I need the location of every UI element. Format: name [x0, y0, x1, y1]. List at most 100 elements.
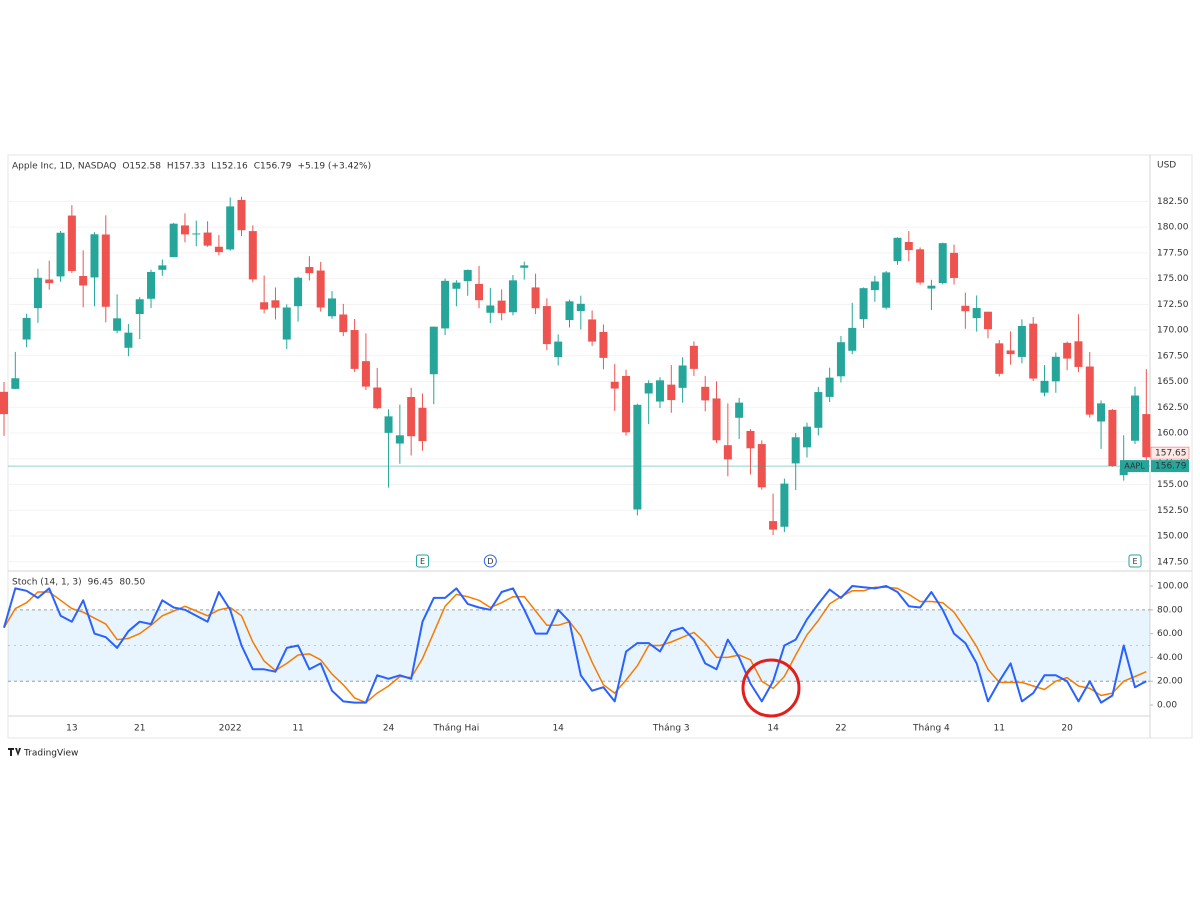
legend-text: H157.33 [167, 162, 205, 172]
x-tick-label: 21 [134, 724, 145, 734]
candle-body [237, 200, 246, 231]
y-tick-label: 20.00 [1157, 677, 1183, 687]
candle-body [361, 361, 370, 387]
candle-body [67, 215, 76, 271]
y-tick-label: 182.50 [1157, 197, 1189, 207]
candle-body [497, 300, 506, 313]
candle-body [1029, 323, 1038, 379]
candle-body [972, 308, 981, 319]
last-price-label: 156.79 [1155, 462, 1187, 472]
symbol-tag [1120, 460, 1149, 473]
candle-body [927, 285, 936, 289]
y-tick-label: 152.50 [1157, 506, 1189, 516]
candle-body [475, 283, 484, 301]
candle-body [565, 301, 574, 321]
candle-body [260, 302, 269, 310]
y-tick-label: 170.00 [1157, 326, 1189, 336]
candle-body [1108, 409, 1117, 466]
candle-body [373, 387, 382, 409]
candle-body [1074, 341, 1083, 367]
event-label: E [1132, 557, 1137, 566]
event-label: D [487, 557, 493, 566]
candle-body [870, 281, 879, 291]
x-tick-label: 20 [1061, 724, 1073, 734]
candle-body [441, 280, 450, 329]
candle-body [667, 384, 676, 401]
candle-body [825, 377, 834, 397]
candle-body [101, 234, 110, 307]
candle-body [1085, 366, 1094, 415]
candle-body [576, 303, 585, 312]
x-tick-label: Tháng 3 [652, 724, 690, 734]
candle-body [803, 426, 812, 448]
candle-body [1006, 350, 1015, 355]
x-tick-label: 13 [66, 724, 77, 734]
legend-text: C156.79 [254, 162, 292, 172]
candle-body [1040, 380, 1049, 393]
last-price-tag [1151, 460, 1189, 473]
x-tick-label: 11 [994, 724, 1005, 734]
y-tick-label: 40.00 [1157, 653, 1183, 663]
legend-text: Apple Inc, 1D, NASDAQ [12, 162, 116, 172]
candle-body [316, 270, 325, 308]
x-tick-label: 24 [383, 724, 395, 734]
x-tick-label: 22 [835, 724, 846, 734]
y-tick-label: 160.00 [1157, 429, 1189, 439]
candle-body [452, 282, 461, 289]
legend-text: 96.45 [88, 578, 114, 588]
y-tick-label: 150.00 [1157, 532, 1189, 542]
candle-body [395, 435, 404, 444]
candle-body [305, 267, 314, 274]
x-tick-label: 14 [552, 724, 564, 734]
candle-body [542, 306, 551, 345]
candle-body [1017, 325, 1026, 357]
y-tick-label: 80.00 [1157, 605, 1183, 615]
candle-body [282, 307, 291, 340]
candle-body [701, 386, 710, 401]
candle-body [294, 277, 303, 307]
y-tick-label: 100.00 [1157, 582, 1189, 592]
currency-label: USD [1157, 161, 1176, 171]
candle-body [135, 299, 144, 314]
candle-body [848, 327, 857, 351]
candle-body [56, 232, 65, 277]
candle-body [712, 398, 721, 441]
y-tick-label: 165.00 [1157, 377, 1189, 387]
y-tick-label: 147.50 [1157, 557, 1189, 567]
x-tick-label: 11 [292, 724, 303, 734]
candle-body [486, 305, 495, 313]
legend-text: L152.16 [211, 162, 248, 172]
candle-body [678, 365, 687, 388]
candle-body [418, 407, 427, 442]
candle-body [904, 242, 913, 251]
legend-text: O152.58 [122, 162, 161, 172]
candle-body [327, 298, 336, 317]
candle-body [1131, 395, 1139, 441]
candle-body [882, 272, 891, 308]
event-badge [1128, 554, 1142, 568]
y-tick-label: 0.00 [1157, 701, 1177, 711]
stoch-line [3, 586, 1147, 704]
candle-body [79, 275, 88, 286]
candle-body [814, 392, 823, 428]
highlight-circle [741, 658, 801, 718]
candle-body [0, 391, 8, 415]
candle-body [961, 305, 970, 312]
prev-close-label: 157.65 [1155, 449, 1187, 459]
candle-body [429, 326, 438, 375]
y-tick-label: 177.50 [1157, 248, 1189, 258]
candle-body [33, 277, 42, 309]
brand-logo: TradingView [8, 748, 78, 759]
candle-body [622, 375, 631, 433]
legend-text: +5.19 (+3.42%) [297, 162, 371, 172]
candle-body [407, 396, 416, 437]
candle-body [950, 252, 959, 278]
candle-body [554, 341, 563, 358]
y-tick-label: 155.00 [1157, 480, 1189, 490]
symbol-label: AAPL [1124, 462, 1145, 471]
candle-body [463, 269, 472, 282]
y-tick-label: 180.00 [1157, 223, 1189, 233]
y-tick-label: 60.00 [1157, 629, 1183, 639]
prev-close-tag [1150, 446, 1190, 460]
